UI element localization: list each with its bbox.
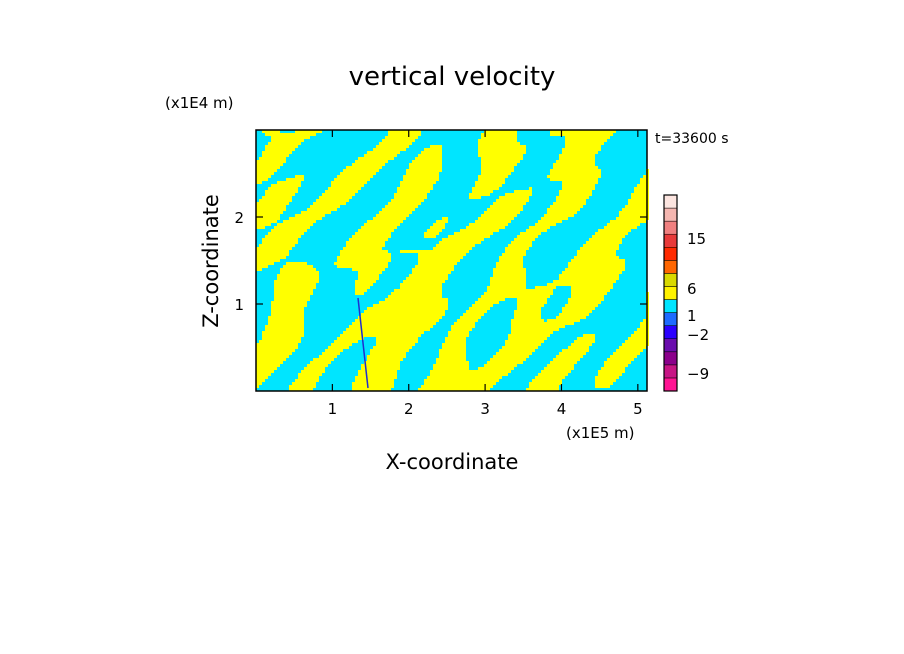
downdraft-streak xyxy=(357,297,369,389)
x-axis: 1 2 3 4 5 xyxy=(328,130,643,418)
colorbar-swatch xyxy=(663,312,678,326)
colorbar-swatch xyxy=(663,286,678,300)
colorbar-swatch xyxy=(663,364,678,379)
y-axis: 12 xyxy=(234,209,647,314)
x-unit-label: (x1E5 m) xyxy=(566,424,635,442)
x-tick-label: 5 xyxy=(633,400,643,418)
colorbar-tick-label: 1 xyxy=(687,307,697,325)
colorbar-swatch xyxy=(663,338,678,353)
colorbar-swatch xyxy=(663,233,678,248)
colorbar-swatch xyxy=(663,377,678,392)
colorbar-tick-label: −2 xyxy=(687,326,709,344)
chart-title: vertical velocity xyxy=(349,62,556,92)
colorbar-swatch xyxy=(663,220,678,235)
time-label: t=33600 s xyxy=(655,131,729,147)
heatmap-plot-area xyxy=(255,129,649,392)
x-tick-label: 3 xyxy=(480,400,490,418)
colorbar-swatch xyxy=(663,194,678,209)
colorbar-tick-label: 15 xyxy=(687,230,706,248)
x-axis-label: X-coordinate xyxy=(386,450,519,474)
colorbar-swatch xyxy=(663,351,678,366)
x-tick-label: 2 xyxy=(404,400,414,418)
x-tick-label: 4 xyxy=(557,400,567,418)
colorbar-tick-label: −9 xyxy=(687,365,709,383)
colorbar-swatch xyxy=(663,207,678,222)
colorbar-swatch xyxy=(663,247,678,261)
x-tick-label: 1 xyxy=(328,400,338,418)
y-unit-label: (x1E4 m) xyxy=(165,94,234,112)
colorbar-frame xyxy=(663,194,678,392)
colorbar-swatch xyxy=(663,273,678,287)
y-tick-label: 2 xyxy=(234,209,244,227)
colorbar-swatch xyxy=(663,299,678,313)
colorbar: 15 6 1−2 −9 xyxy=(663,194,709,392)
y-tick-label: 1 xyxy=(234,296,244,314)
colorbar-tick-label: 6 xyxy=(687,280,697,298)
colorbar-swatch xyxy=(663,325,678,339)
plot-frame xyxy=(255,129,648,392)
y-axis-label: Z-coordinate xyxy=(199,194,223,328)
colorbar-swatch xyxy=(663,260,678,274)
